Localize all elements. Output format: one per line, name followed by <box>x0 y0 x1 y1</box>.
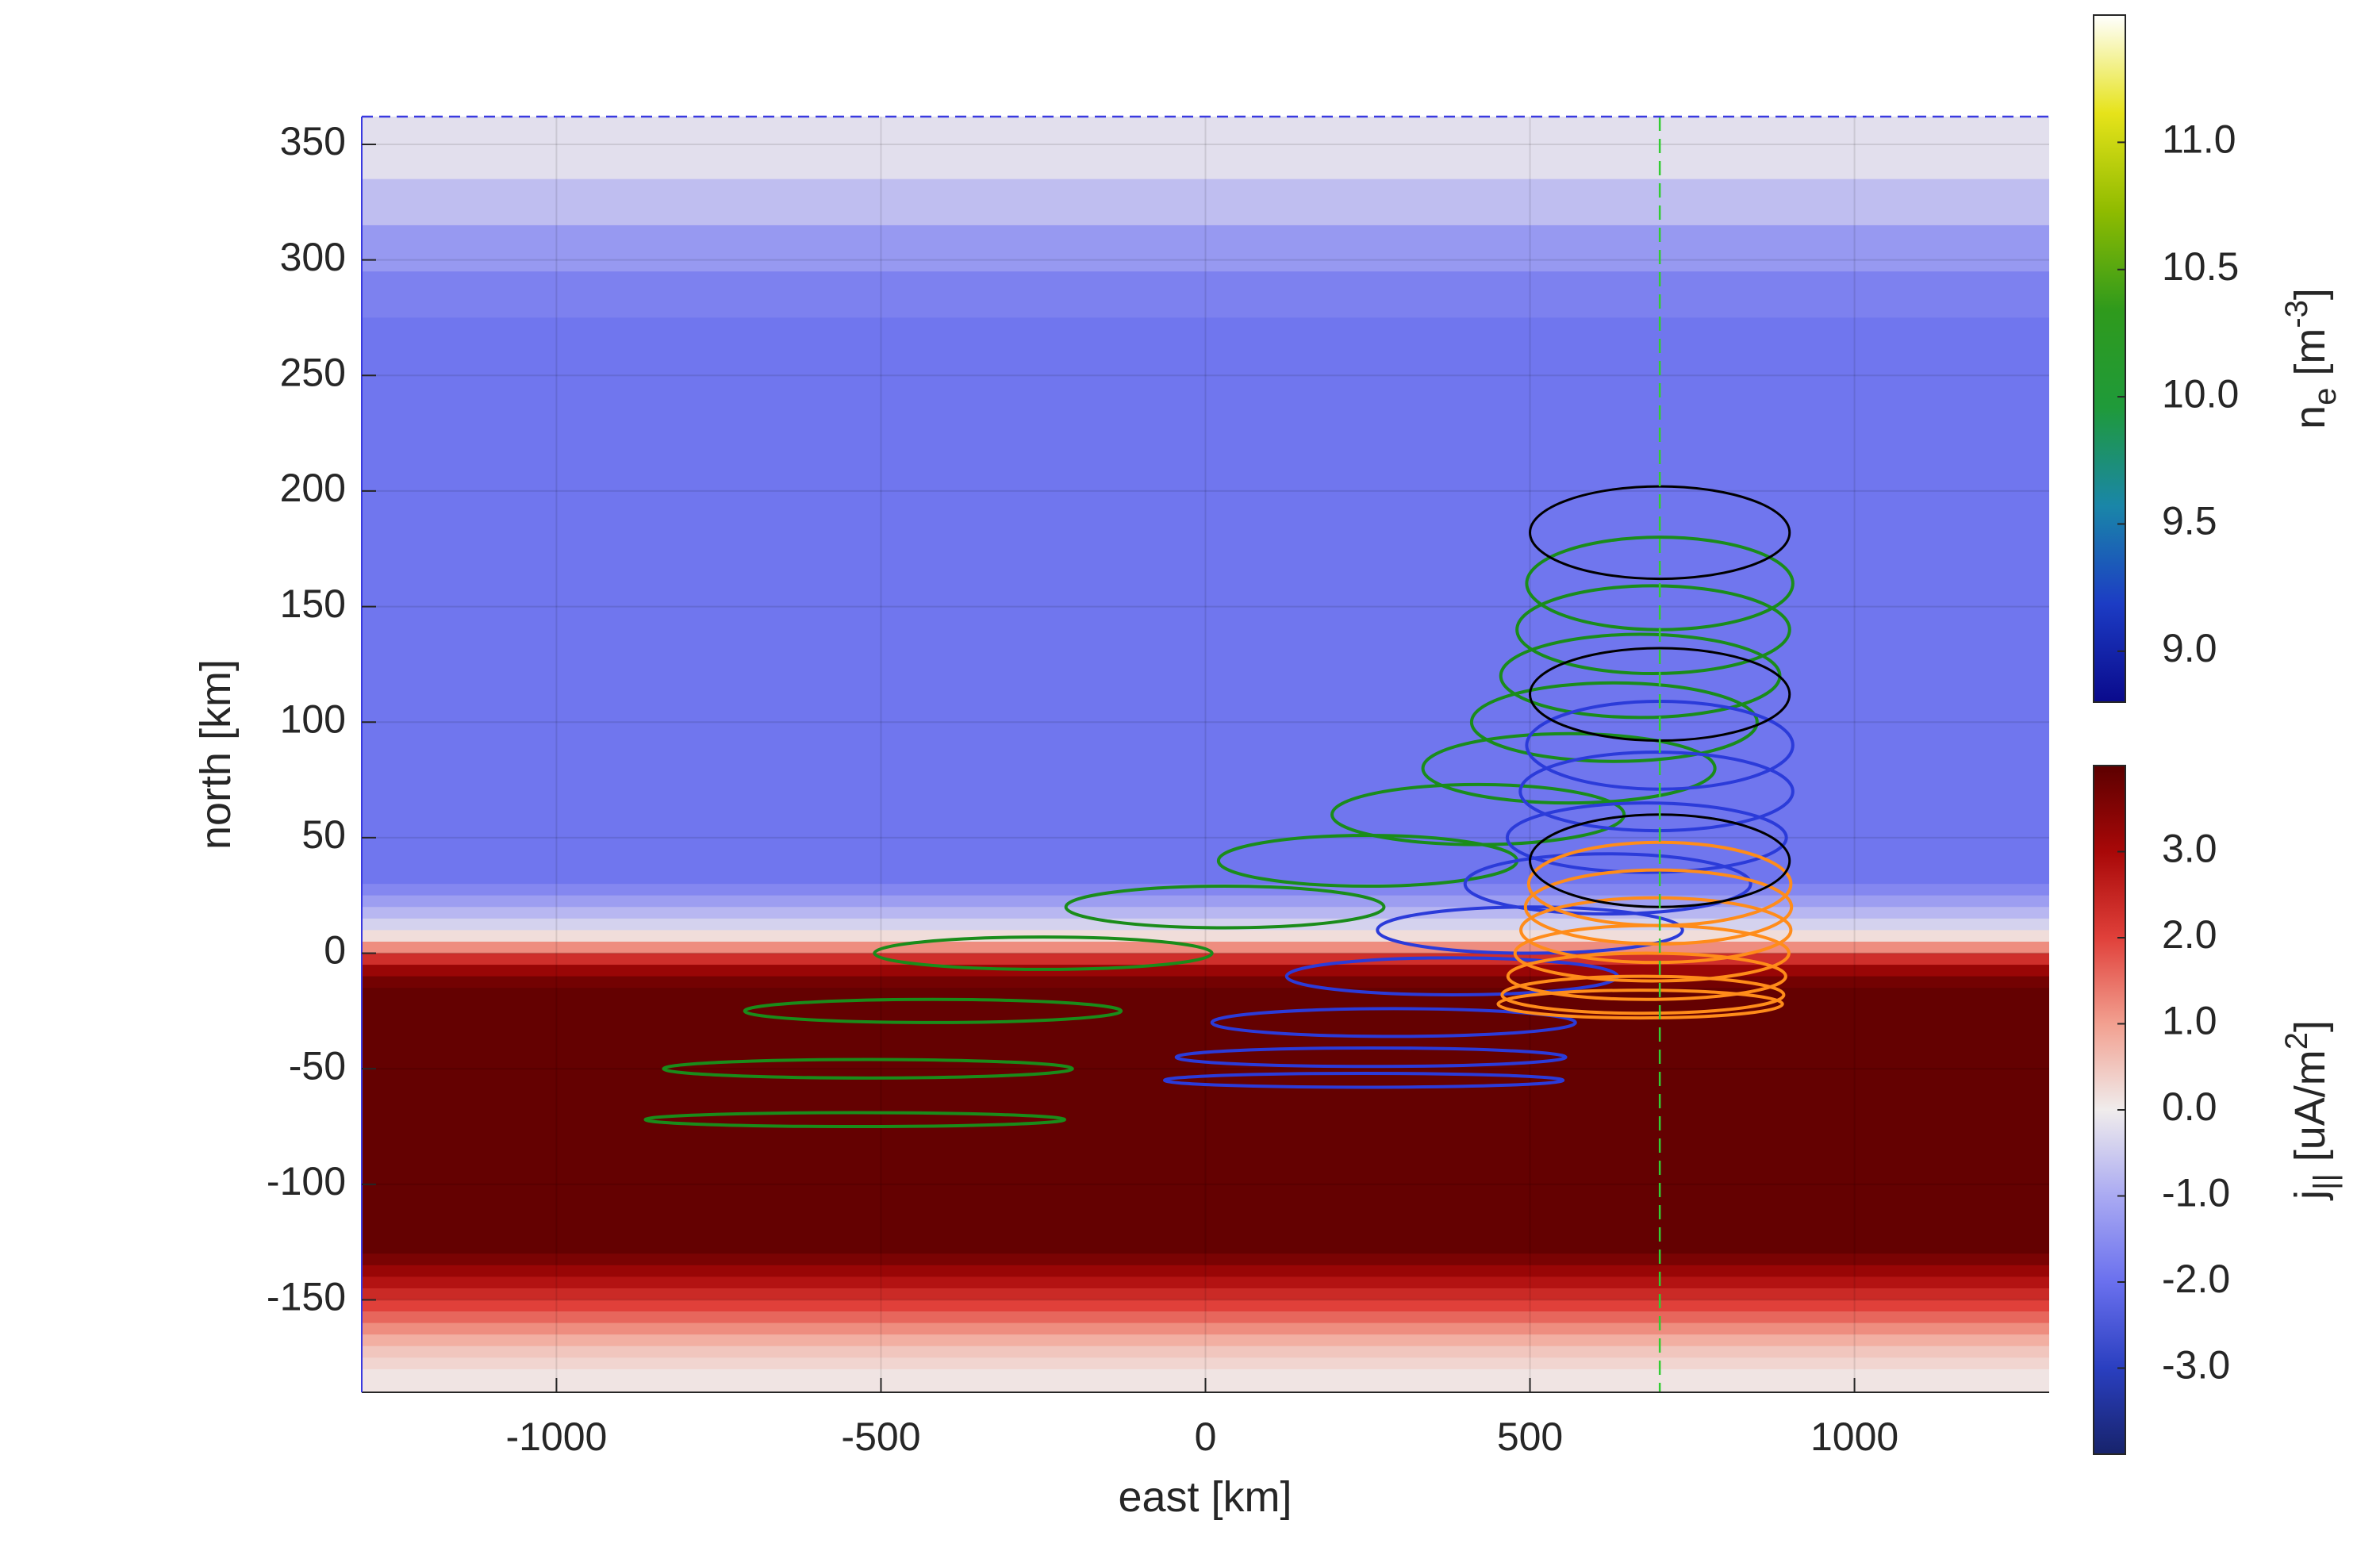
heatmap-band <box>362 965 2049 977</box>
colorbar-tick-label: -2.0 <box>2162 1257 2230 1301</box>
heatmap-band <box>362 1288 2049 1301</box>
heatmap-band <box>362 1253 2049 1266</box>
tube-ring <box>873 935 1214 971</box>
tube-ring <box>1174 1046 1568 1069</box>
colorbar-tick-label: 3.0 <box>2162 827 2217 871</box>
heatmap-band <box>362 1345 2049 1358</box>
tube-ring <box>743 997 1123 1024</box>
heatmap-band <box>362 117 2049 180</box>
y-tick-label: 200 <box>280 466 346 510</box>
tube-ring <box>1376 905 1684 955</box>
y-tick-label: 300 <box>280 235 346 279</box>
colorbar-tick-label: 10.5 <box>2162 244 2239 289</box>
y-tick-label: 150 <box>280 582 346 626</box>
tube-ring <box>1162 1072 1565 1089</box>
label-part: ] <box>2286 1020 2334 1032</box>
colorbar-tick-label: 10.0 <box>2162 371 2239 416</box>
colorbar-tick-label: 2.0 <box>2162 912 2217 957</box>
heatmap-band <box>362 1322 2049 1335</box>
heatmap-band <box>362 1265 2049 1277</box>
heatmap-band <box>362 271 2049 319</box>
label-sup: -3 <box>2279 300 2314 328</box>
heatmap-band <box>362 1311 2049 1324</box>
tube-ring <box>1515 584 1791 676</box>
tube-ring <box>1506 951 1787 1001</box>
colorbar-tick-label: 0.0 <box>2162 1084 2217 1129</box>
heatmap-band <box>362 1357 2049 1370</box>
heatmap-band <box>362 907 2049 919</box>
tube-ring <box>1505 801 1788 874</box>
x-tick-label: 500 <box>1497 1415 1563 1459</box>
tube-ring <box>1330 782 1626 846</box>
label-sub: || <box>2308 1173 2343 1190</box>
tube-ring <box>1519 896 1793 965</box>
colorbar-label: j|| [uA/m2] <box>2279 1020 2343 1201</box>
plot-area <box>362 117 2049 1393</box>
tube-ring <box>1523 868 1794 946</box>
y-tick-label: 0 <box>324 928 346 973</box>
y-tick-label: 50 <box>301 812 346 857</box>
label-part: ] <box>2286 288 2334 300</box>
y-axis-label: north [km] <box>192 659 240 850</box>
x-axis-label: east [km] <box>1118 1473 1292 1521</box>
x-tick-label: -1000 <box>505 1415 607 1459</box>
label-sub: e <box>2308 388 2343 405</box>
heatmap-band <box>362 918 2049 931</box>
heatmap-band <box>362 225 2049 272</box>
heatmap-band <box>362 884 2049 896</box>
tube-ring <box>1210 1007 1577 1038</box>
heatmap-band <box>362 930 2049 942</box>
tube-ring <box>1500 974 1786 1015</box>
y-tick-label: 100 <box>280 697 346 741</box>
tube-ring <box>1064 885 1386 930</box>
tube-ring <box>1529 485 1791 581</box>
heatmap-band <box>362 317 2049 885</box>
colorbar-tick-label: 9.5 <box>2162 499 2217 543</box>
heatmap-band <box>362 1299 2049 1312</box>
x-tick-label: -500 <box>841 1415 920 1459</box>
tube-ring <box>1421 731 1717 805</box>
tube-ring <box>1469 681 1759 763</box>
heatmap-band <box>362 988 2049 1254</box>
y-tick-label: -50 <box>289 1043 346 1088</box>
tube-ring <box>1518 750 1795 833</box>
label-part: [uA/m <box>2286 1050 2334 1173</box>
tube-ring <box>1496 988 1784 1020</box>
y-tick-label: -150 <box>267 1275 346 1319</box>
tubes <box>643 485 1795 1128</box>
x-tick-label: 1000 <box>1810 1415 1898 1459</box>
heatmap-band <box>362 1276 2049 1289</box>
y-tick-label: 250 <box>280 350 346 394</box>
y-tick-label: 350 <box>280 119 346 163</box>
heatmap-band <box>362 178 2049 226</box>
colorbar-tick-label: -3.0 <box>2162 1343 2230 1388</box>
colorbar-tick-label: 9.0 <box>2162 626 2217 670</box>
colorbar-tick-label: 11.0 <box>2162 117 2236 162</box>
heatmap-band <box>362 1334 2049 1347</box>
y-tick-label: -100 <box>267 1159 346 1203</box>
colorbar <box>2093 14 2126 703</box>
tube-ring <box>643 1111 1066 1128</box>
x-tick-label: 0 <box>1195 1415 1217 1459</box>
colorbar-label: ne [m-3] <box>2279 288 2343 429</box>
label-part: n <box>2286 405 2334 429</box>
label-sup: 2 <box>2279 1032 2314 1050</box>
colorbar-tick-label: 1.0 <box>2162 999 2217 1043</box>
tube-ring <box>662 1058 1074 1080</box>
label-part: j <box>2286 1190 2334 1201</box>
tube-ring <box>1463 852 1752 916</box>
label-part: [m <box>2286 328 2334 388</box>
colorbar-tick-label: -1.0 <box>2162 1171 2230 1215</box>
